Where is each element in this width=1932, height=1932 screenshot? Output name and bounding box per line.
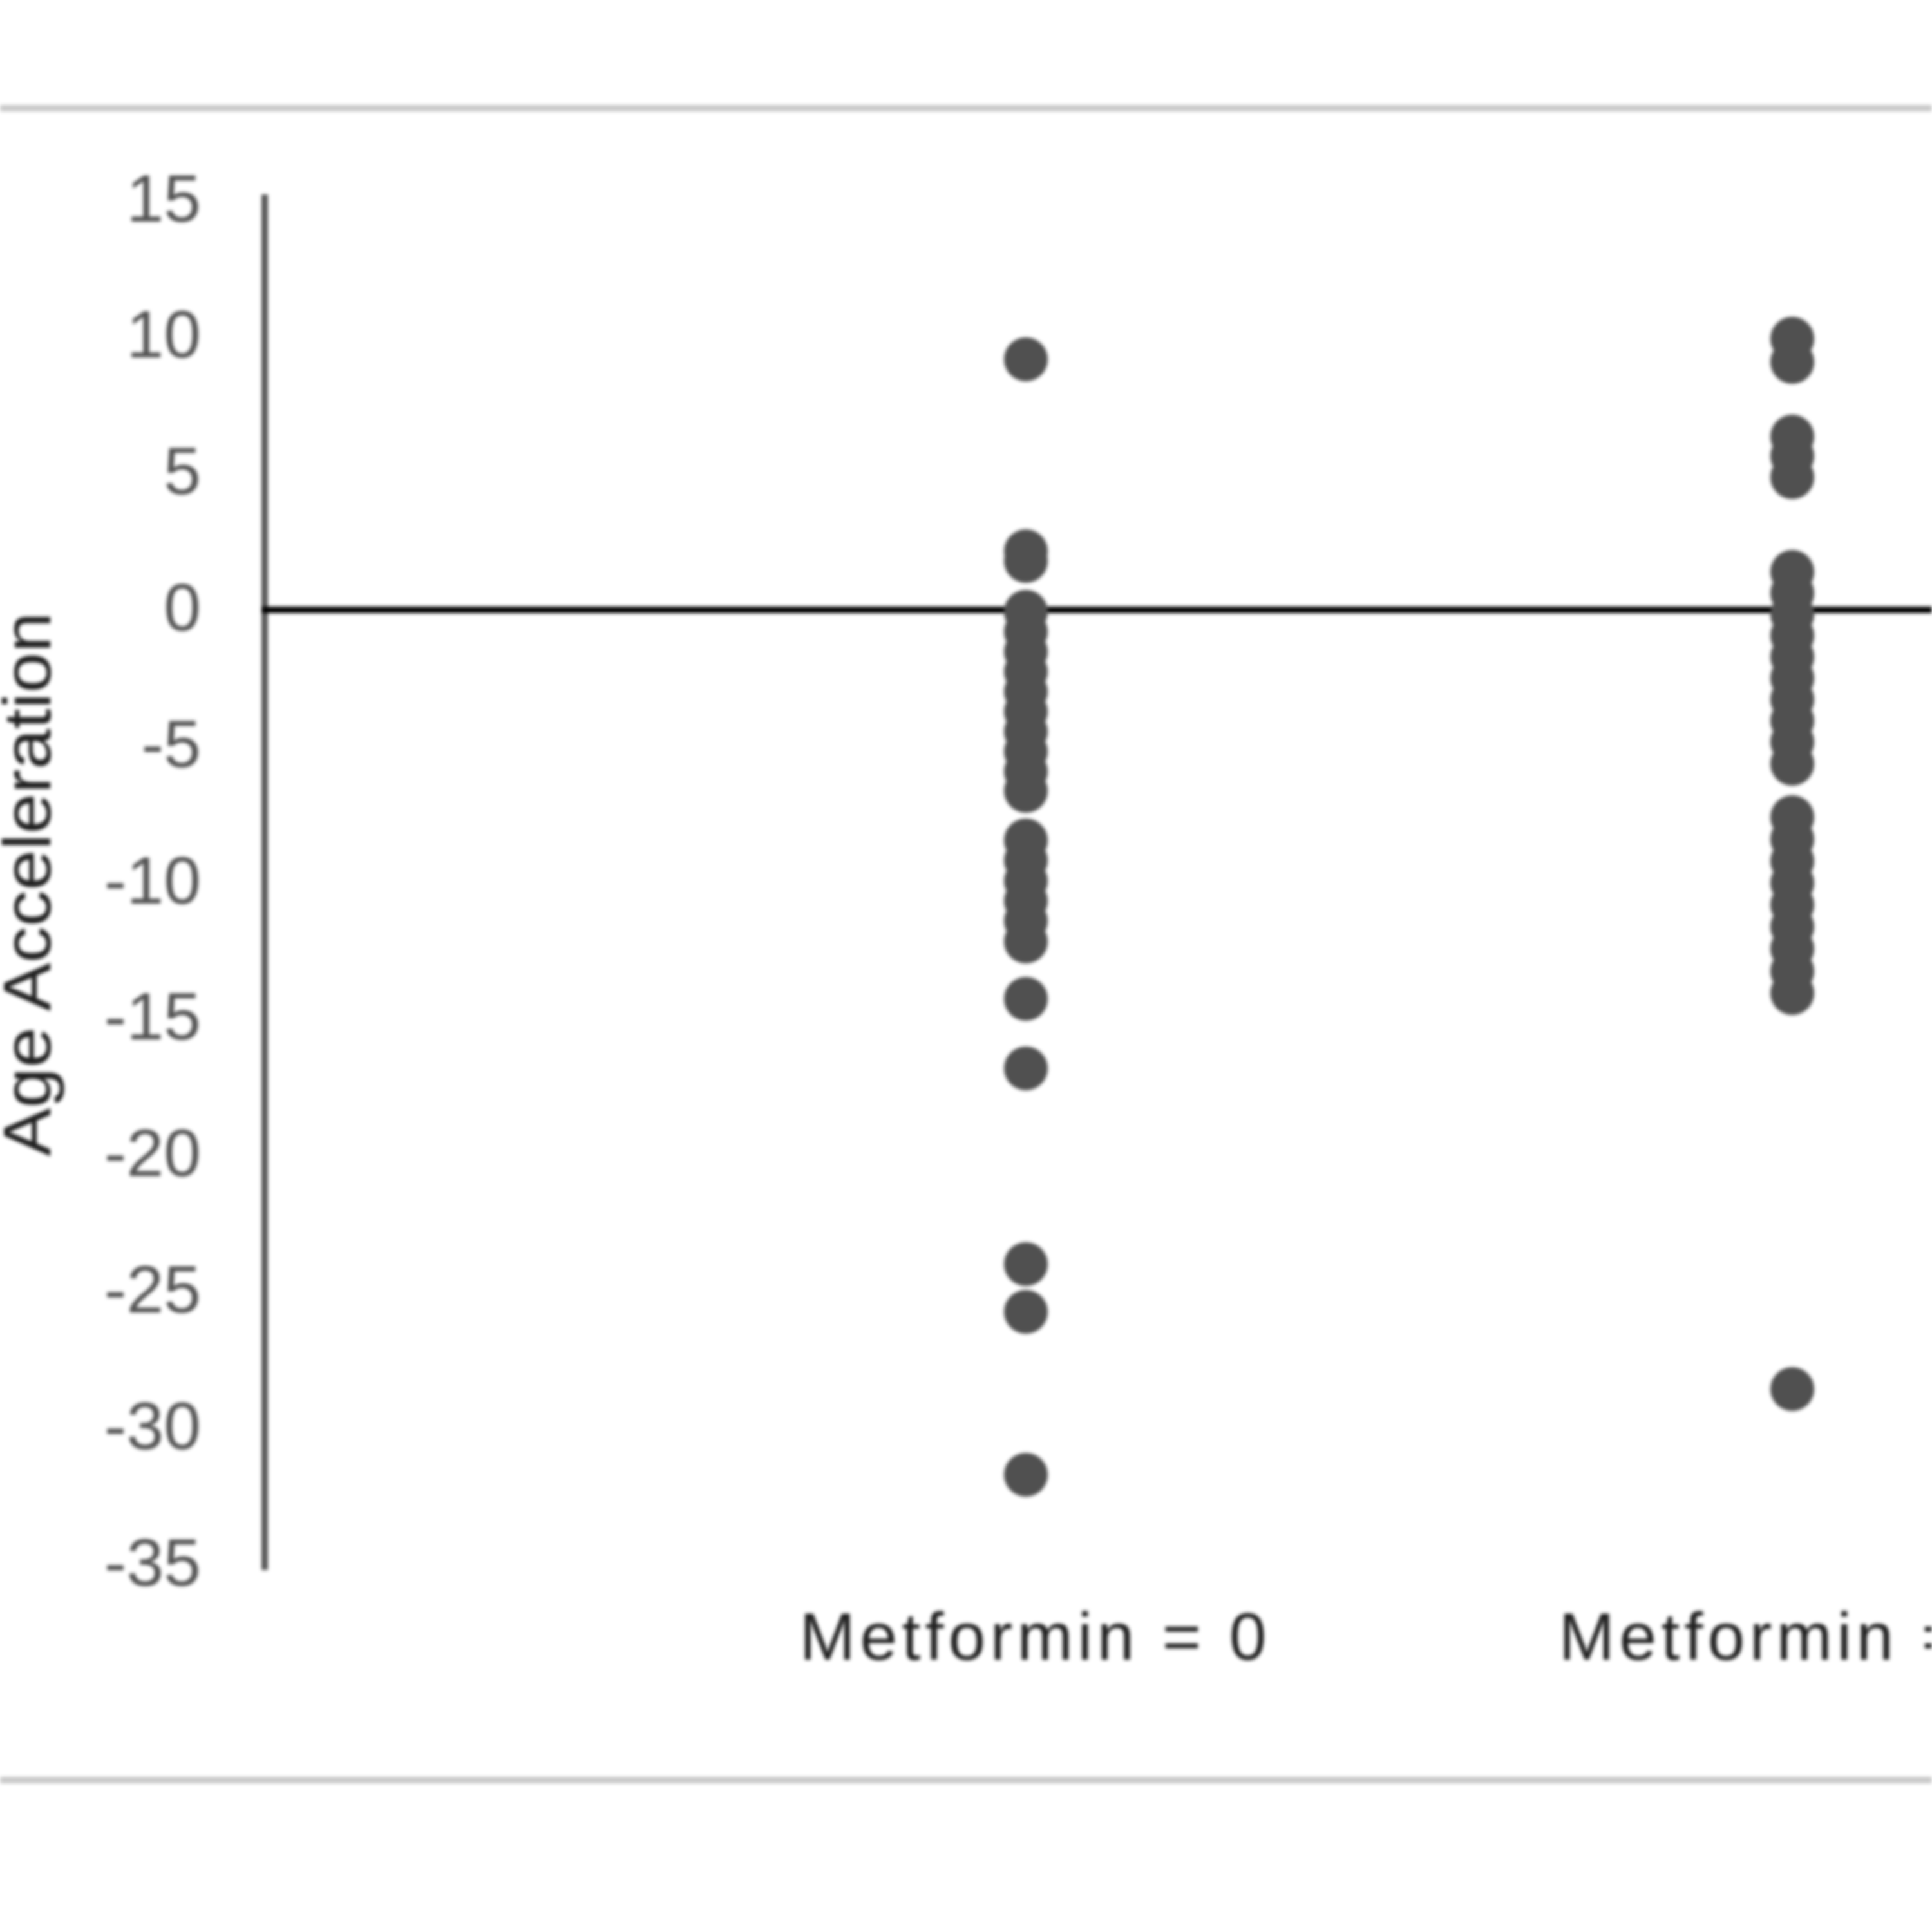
svg-text:-15: -15 [104, 980, 201, 1054]
svg-text:-25: -25 [104, 1253, 201, 1327]
svg-text:-10: -10 [104, 844, 201, 918]
svg-text:5: 5 [164, 434, 201, 509]
svg-text:-30: -30 [104, 1389, 201, 1464]
svg-text:-35: -35 [104, 1526, 201, 1600]
svg-text:Metformin = 0: Metformin = 0 [800, 1600, 1267, 1674]
svg-text:Age Acceleration: Age Acceleration [0, 612, 65, 1157]
svg-text:15: 15 [126, 162, 201, 236]
svg-text:-5: -5 [142, 707, 201, 782]
svg-text:-20: -20 [104, 1116, 201, 1191]
svg-text:10: 10 [126, 298, 201, 372]
svg-text:0: 0 [164, 571, 201, 645]
